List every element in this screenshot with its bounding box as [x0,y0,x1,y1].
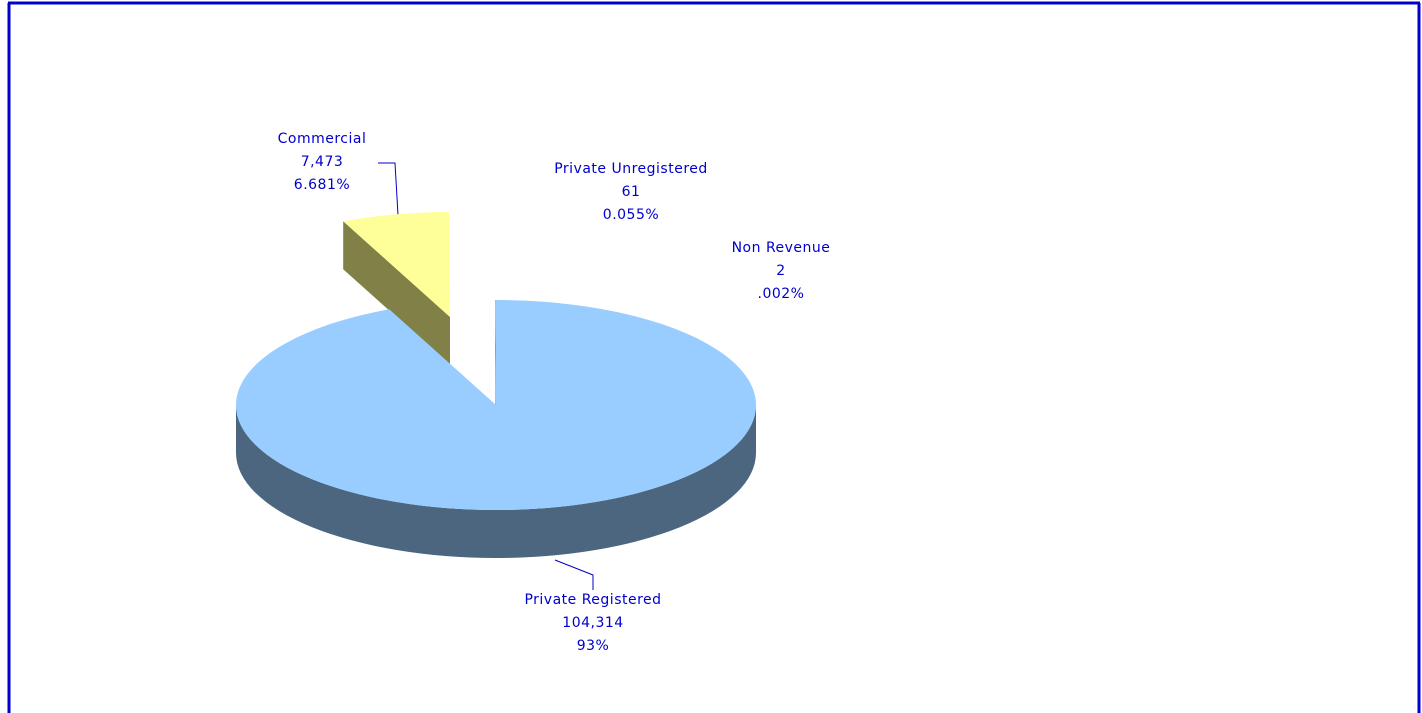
slice-side [236,405,756,558]
label-value: 2 [776,263,785,279]
label-value: 104,314 [562,615,623,631]
label-percent: 93% [577,638,610,654]
label-value: 61 [622,184,641,200]
label-name: Private Registered [524,592,661,608]
label-value: 7,473 [301,154,344,170]
label-name: Commercial [278,131,367,147]
label-name: Private Unregistered [554,161,708,177]
leader-line [554,559,594,590]
label-name: Non Revenue [732,240,831,256]
labels: Private Registered 104,314 93% Commercial 7,… [278,131,831,654]
label-percent: .002% [758,286,805,302]
slice [343,212,450,317]
slice-face [343,221,450,365]
slice [495,300,496,405]
leader-line [378,162,399,216]
slice [236,300,757,511]
label-percent: 0.055% [603,207,659,223]
slices [236,212,757,558]
label-percent: 6.681% [294,177,350,193]
